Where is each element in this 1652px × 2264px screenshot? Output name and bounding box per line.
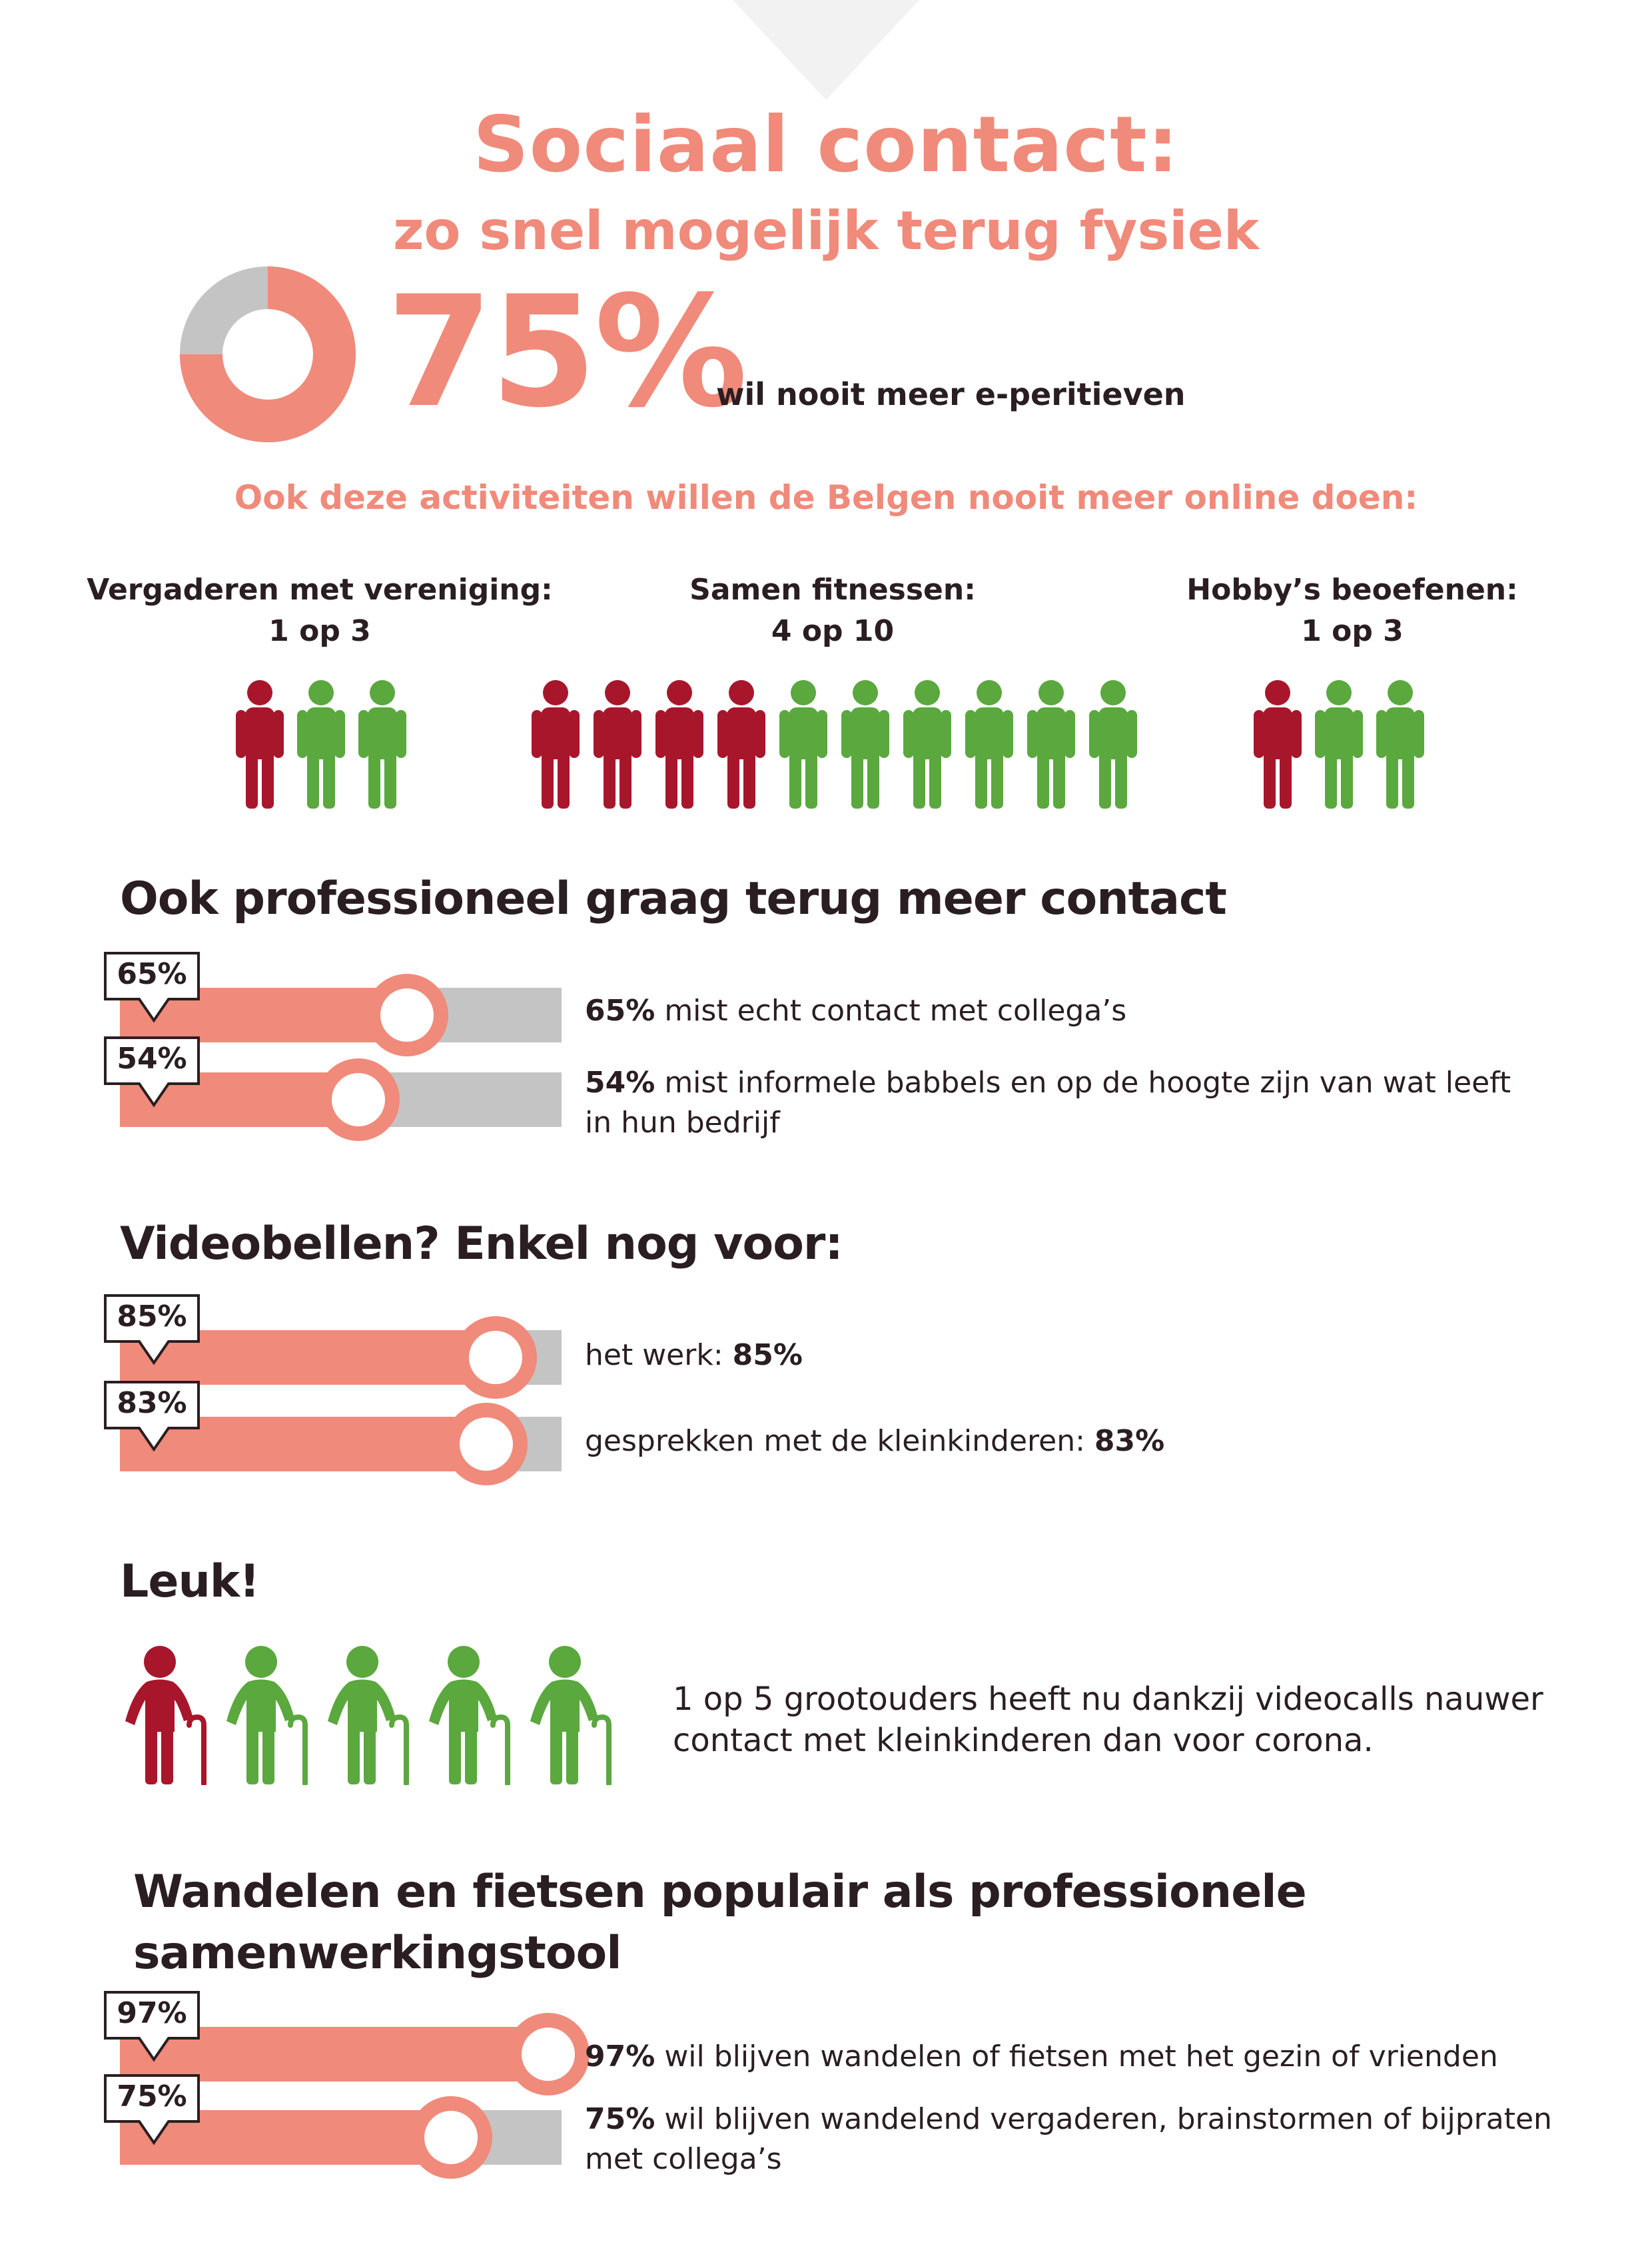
section-title-leuk: Leuk! (120, 1555, 260, 1608)
grandparents-text-line1: 1 op 5 grootouders heeft nu dankzij vide… (673, 1681, 1543, 1718)
bar-text-value: 75% (585, 2102, 655, 2136)
value-callout-label: 54% (117, 1042, 187, 1076)
activity-heading-3: Hobby’s beoefenen: 1 op 3 (1119, 569, 1585, 652)
grandparent-icon (429, 1646, 510, 1785)
bar-knob (317, 1058, 400, 1141)
bar-text-label: wil blijven wandelen of fietsen met het … (655, 2040, 1498, 2074)
bar-text-label: mist informele babbels en op de hoogte z… (655, 1066, 1511, 1100)
page-title: Sociaal contact: (473, 100, 1179, 190)
bar-text-5: 97% wil blijven wandelen of fietsen met … (585, 2037, 1584, 2077)
bar-knob (365, 974, 448, 1056)
bar-text-1: 65% mist echt contact met collega’s (585, 991, 1584, 1031)
person-icon (358, 680, 406, 809)
bar-knob (507, 2013, 590, 2095)
bar-text-6: 75% wil blijven wandelend vergaderen, br… (585, 2099, 1584, 2179)
activity-name: Samen fitnessen: (689, 573, 976, 607)
bar-text-3: het werk: 85% (585, 1335, 1584, 1375)
activity-name: Hobby’s beoefenen: (1186, 573, 1518, 607)
person-icon (1376, 680, 1424, 809)
value-callout (104, 2074, 200, 2145)
bar-text-value: 65% (585, 994, 655, 1028)
value-callout (104, 1381, 200, 1452)
bar-text-label-line2: in hun bedrijf (585, 1106, 780, 1140)
person-icon (779, 680, 827, 809)
bar-text-value: 97% (585, 2040, 655, 2074)
headline-percentage: 75% (386, 264, 748, 442)
grandparent-icon (530, 1646, 612, 1785)
person-icon (1315, 680, 1363, 809)
headline-caption: wil nooit meer e-peritieven (716, 376, 1186, 412)
bar-text-label: het werk: (585, 1338, 733, 1372)
donut-chart (180, 266, 356, 442)
bar-text-value: 54% (585, 1066, 655, 1100)
bar-knob (445, 1403, 528, 1485)
person-icon (841, 680, 889, 809)
bar-text-label: wil blijven wandelend vergaderen, brains… (655, 2102, 1552, 2136)
bar-text-label: mist echt contact met collega’s (655, 994, 1127, 1028)
person-icon (297, 680, 345, 809)
person-icon (1027, 680, 1075, 809)
section-title-video: Videobellen? Enkel nog voor: (120, 1218, 843, 1270)
bar-knob (454, 1316, 537, 1399)
section-title-professional: Ook professioneel graag terug meer conta… (120, 873, 1227, 925)
activity-ratio: 1 op 3 (268, 614, 371, 648)
bar-text-4: gesprekken met de kleinkinderen: 83% (585, 1421, 1584, 1461)
person-icon-highlighted (655, 680, 703, 809)
activity-name: Vergaderen met vereniging: (87, 573, 553, 607)
bar-text-2: 54% mist informele babbels en op de hoog… (585, 1063, 1584, 1143)
person-icon-highlighted (594, 680, 641, 809)
person-icon (1089, 680, 1137, 809)
donut-slice-75 (180, 266, 356, 442)
value-callout-label: 75% (117, 2079, 187, 2113)
value-callout (104, 1991, 200, 2062)
activity-heading-1: Vergaderen met vereniging: 1 op 3 (80, 569, 560, 652)
activity-ratio: 4 op 10 (771, 614, 895, 648)
grandparent-icon-highlighted (125, 1646, 206, 1785)
activity-ratio: 1 op 3 (1301, 614, 1404, 648)
bar-text-value: 85% (732, 1338, 803, 1372)
bar-text-label: gesprekken met de kleinkinderen: (585, 1424, 1094, 1458)
person-icon-highlighted (532, 680, 580, 809)
value-callout (104, 1036, 200, 1108)
section-title-line1: Wandelen en fietsen populair als profess… (133, 1866, 1307, 1918)
section-title-line2: samenwerkingstool (133, 1927, 622, 1980)
bar-text-value: 83% (1094, 1424, 1165, 1458)
top-notch-decoration (733, 0, 919, 100)
activities-title: Ook deze activiteiten willen de Belgen n… (234, 478, 1418, 517)
value-callout-label: 85% (117, 1300, 187, 1333)
activity-heading-2: Samen fitnessen: 4 op 10 (600, 569, 1066, 652)
value-callout (104, 1294, 200, 1365)
person-icon-highlighted (717, 680, 765, 809)
bar-knob (410, 2096, 493, 2179)
grandparent-icon (328, 1646, 409, 1785)
grandparent-icon (226, 1646, 308, 1785)
value-callout-label: 97% (117, 1996, 187, 2030)
bar-text-label-line2: met collega’s (585, 2142, 782, 2176)
person-icon-highlighted (236, 680, 284, 809)
person-icon (965, 680, 1013, 809)
value-callout-label: 65% (117, 957, 187, 991)
grandparents-text-line2: contact met kleinkinderen dan voor coron… (673, 1722, 1374, 1759)
value-callout (104, 952, 200, 1023)
person-icon-highlighted (1254, 680, 1302, 809)
person-icon (903, 680, 951, 809)
grandparents-text: 1 op 5 grootouders heeft nu dankzij vide… (673, 1679, 1552, 1761)
page-subtitle: zo snel mogelijk terug fysiek (392, 200, 1260, 262)
section-title-walking: Wandelen en fietsen populair als profess… (133, 1862, 1307, 1984)
value-callout-label: 83% (117, 1386, 187, 1420)
